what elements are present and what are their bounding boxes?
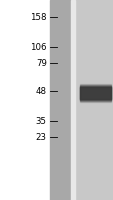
Bar [79, 85, 110, 101]
Text: 158: 158 [30, 12, 46, 21]
Text: 48: 48 [35, 86, 46, 96]
Bar [79, 84, 110, 102]
Text: 23: 23 [35, 132, 46, 142]
Text: 106: 106 [30, 43, 46, 51]
Bar [71, 0, 74, 200]
Bar [79, 87, 110, 99]
Bar [79, 86, 110, 100]
Bar [50, 0, 71, 200]
Text: 79: 79 [36, 58, 46, 68]
Bar [74, 0, 113, 200]
Text: 35: 35 [35, 116, 46, 126]
